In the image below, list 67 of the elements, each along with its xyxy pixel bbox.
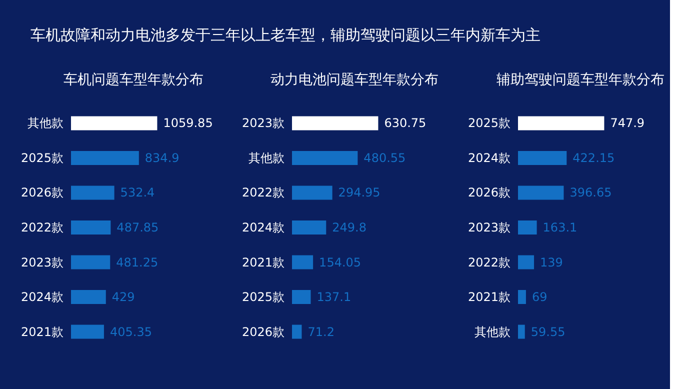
y-tick-label: 2021款 [242, 255, 284, 270]
y-tick-label: 2023款 [468, 220, 510, 234]
bar [292, 255, 314, 270]
bar [518, 290, 526, 304]
bar [292, 186, 332, 200]
bar [71, 324, 104, 339]
y-tick-label: 2026款 [20, 186, 64, 200]
bar [518, 220, 537, 234]
y-tick-label: 2021款 [20, 324, 64, 339]
data-label: 163.1 [542, 220, 578, 234]
bar [292, 150, 358, 165]
data-label: 139 [540, 255, 563, 270]
bar [518, 116, 604, 130]
y-tick-label: 2025款 [242, 290, 284, 304]
y-tick-label: 2024款 [20, 290, 64, 304]
y-tick-label: 2024款 [242, 220, 284, 234]
y-tick-label: 其他款 [248, 150, 284, 165]
bar [292, 290, 311, 304]
data-label: 249.8 [332, 220, 366, 234]
data-label: 396.65 [570, 186, 612, 200]
y-tick-label: 2023款 [20, 255, 64, 270]
data-label: 71.2 [308, 324, 334, 339]
data-label: 480.55 [364, 150, 406, 165]
bar [292, 116, 378, 130]
y-tick-label: 2022款 [242, 186, 284, 200]
y-tick-label: 2026款 [468, 186, 510, 200]
data-label: 154.05 [319, 255, 362, 270]
data-label: 487.85 [116, 220, 159, 234]
y-tick-label: 2026款 [242, 324, 284, 339]
data-label: 294.95 [338, 186, 380, 200]
y-tick-label: 2025款 [20, 150, 64, 165]
chart-title: 车机问题车型年款分布 [64, 72, 204, 88]
chart-title: 辅助驾驶问题车型年款分布 [496, 72, 664, 88]
chart-title: 动力电池问题车型年款分布 [270, 72, 438, 88]
bar [292, 324, 302, 339]
y-tick-label: 2021款 [468, 290, 510, 304]
data-label: 422.15 [572, 150, 615, 165]
bar [518, 255, 534, 270]
bar [71, 116, 158, 130]
bar [71, 220, 111, 234]
bar [292, 220, 326, 234]
data-label: 532.4 [120, 186, 155, 200]
y-tick-label: 其他款 [28, 116, 64, 130]
data-label: 69 [532, 290, 548, 304]
bar [71, 150, 139, 165]
y-tick-label: 2022款 [20, 220, 64, 234]
y-tick-label: 其他款 [474, 324, 510, 339]
data-label: 59.55 [530, 324, 566, 339]
bar [518, 186, 564, 200]
bar [71, 255, 110, 270]
bar [518, 324, 525, 339]
text: 车机故障和动力电池多发于三年以上老车型，辅助驾驶问题以三年内新车为主 [30, 26, 540, 44]
data-label: 429 [112, 290, 135, 304]
data-label: 747.9 [610, 116, 645, 130]
y-tick-label: 2023款 [242, 116, 284, 130]
data-label: 481.25 [116, 255, 158, 270]
y-tick-label: 2024款 [468, 150, 510, 165]
bar [71, 290, 106, 304]
data-label: 630.75 [384, 116, 426, 130]
data-label: 137.1 [316, 290, 352, 304]
data-label: 1059.85 [163, 116, 213, 130]
data-label: 405.35 [110, 324, 152, 339]
bar [518, 150, 567, 165]
bar [71, 186, 114, 200]
y-tick-label: 2025款 [468, 116, 510, 130]
y-tick-label: 2022款 [468, 255, 510, 270]
data-label: 834.9 [144, 150, 180, 165]
